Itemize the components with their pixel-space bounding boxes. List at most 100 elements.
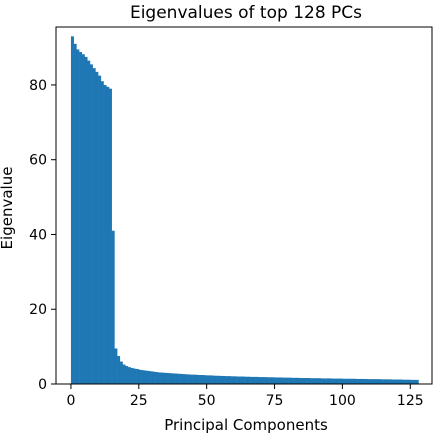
bar — [138, 369, 142, 384]
bar — [136, 369, 140, 384]
bar — [383, 379, 387, 384]
bar — [364, 378, 368, 384]
x-tick-label: 50 — [198, 393, 216, 409]
bar — [350, 378, 354, 384]
bar — [106, 86, 110, 384]
y-tick-label: 20 — [29, 302, 47, 318]
bar — [385, 379, 389, 384]
bar — [195, 374, 199, 384]
bar — [342, 378, 346, 384]
bar — [374, 379, 379, 384]
bar — [326, 378, 330, 384]
bar — [182, 374, 186, 384]
bar — [391, 379, 395, 384]
bar — [187, 374, 191, 384]
bar — [165, 372, 169, 384]
bar — [317, 378, 321, 384]
bar — [372, 379, 376, 384]
bar — [198, 375, 202, 384]
bar — [84, 56, 88, 384]
bar — [176, 373, 180, 384]
bar — [282, 377, 286, 384]
bar — [217, 375, 221, 384]
y-tick-label: 0 — [38, 377, 47, 393]
bar — [293, 377, 297, 384]
bar — [301, 378, 305, 384]
bar — [296, 377, 300, 384]
bar — [345, 378, 349, 384]
bar — [141, 370, 145, 384]
bar — [225, 376, 229, 384]
bar — [255, 376, 259, 384]
bar — [111, 230, 115, 384]
bar — [203, 375, 207, 384]
bar — [103, 84, 107, 384]
bar — [193, 374, 197, 384]
bar — [285, 377, 289, 384]
bar — [160, 372, 164, 384]
bar — [266, 377, 270, 384]
bar — [269, 377, 273, 384]
bar — [212, 375, 216, 384]
bar — [358, 378, 362, 384]
bar — [369, 379, 373, 384]
bar — [127, 367, 131, 384]
bar — [233, 376, 237, 384]
bar — [92, 68, 96, 384]
bar — [304, 378, 308, 384]
bar — [247, 376, 251, 384]
x-tick-label: 100 — [329, 393, 356, 409]
bar — [152, 371, 156, 384]
bar — [396, 379, 400, 384]
bar — [250, 376, 254, 384]
bar — [290, 377, 294, 384]
bar — [201, 375, 205, 384]
chart-title: Eigenvalues of top 128 PCs — [130, 3, 362, 23]
bar — [274, 377, 278, 384]
bar — [89, 64, 93, 384]
bar — [388, 379, 392, 384]
bar — [252, 376, 256, 384]
bars-group — [70, 36, 419, 385]
bar — [73, 43, 77, 384]
bar — [320, 378, 324, 384]
bar — [288, 377, 292, 384]
bar — [323, 378, 327, 384]
bar — [100, 81, 104, 384]
x-tick-label: 75 — [266, 393, 284, 409]
bar — [149, 371, 153, 384]
bar — [404, 379, 408, 384]
bar — [87, 60, 91, 384]
bar — [214, 375, 218, 384]
bar — [222, 375, 226, 384]
bar — [81, 54, 85, 385]
bar — [402, 379, 406, 384]
bar — [334, 378, 338, 384]
bar — [146, 370, 150, 384]
bar — [125, 366, 129, 384]
bar — [415, 379, 419, 384]
bar — [174, 373, 178, 384]
bar — [399, 379, 403, 384]
y-axis-label: Eigenvalue — [0, 167, 16, 250]
bar — [279, 377, 283, 384]
bar — [328, 378, 332, 384]
x-axis-label: Principal Components — [164, 416, 328, 434]
plot-frame — [55, 26, 433, 385]
bar — [119, 361, 123, 384]
x-tick-label: 0 — [66, 393, 75, 409]
bar — [79, 52, 83, 384]
bar — [228, 376, 232, 384]
bar — [76, 49, 80, 384]
bar — [277, 377, 281, 384]
bar — [209, 375, 213, 384]
bar — [155, 372, 159, 384]
y-tick-label: 40 — [29, 227, 47, 243]
bar — [307, 378, 311, 384]
y-axis-ticks: 0 20 40 60 80 — [29, 78, 56, 393]
bar — [271, 377, 275, 384]
bar — [130, 367, 134, 384]
bar — [144, 370, 148, 384]
bar — [163, 372, 167, 384]
